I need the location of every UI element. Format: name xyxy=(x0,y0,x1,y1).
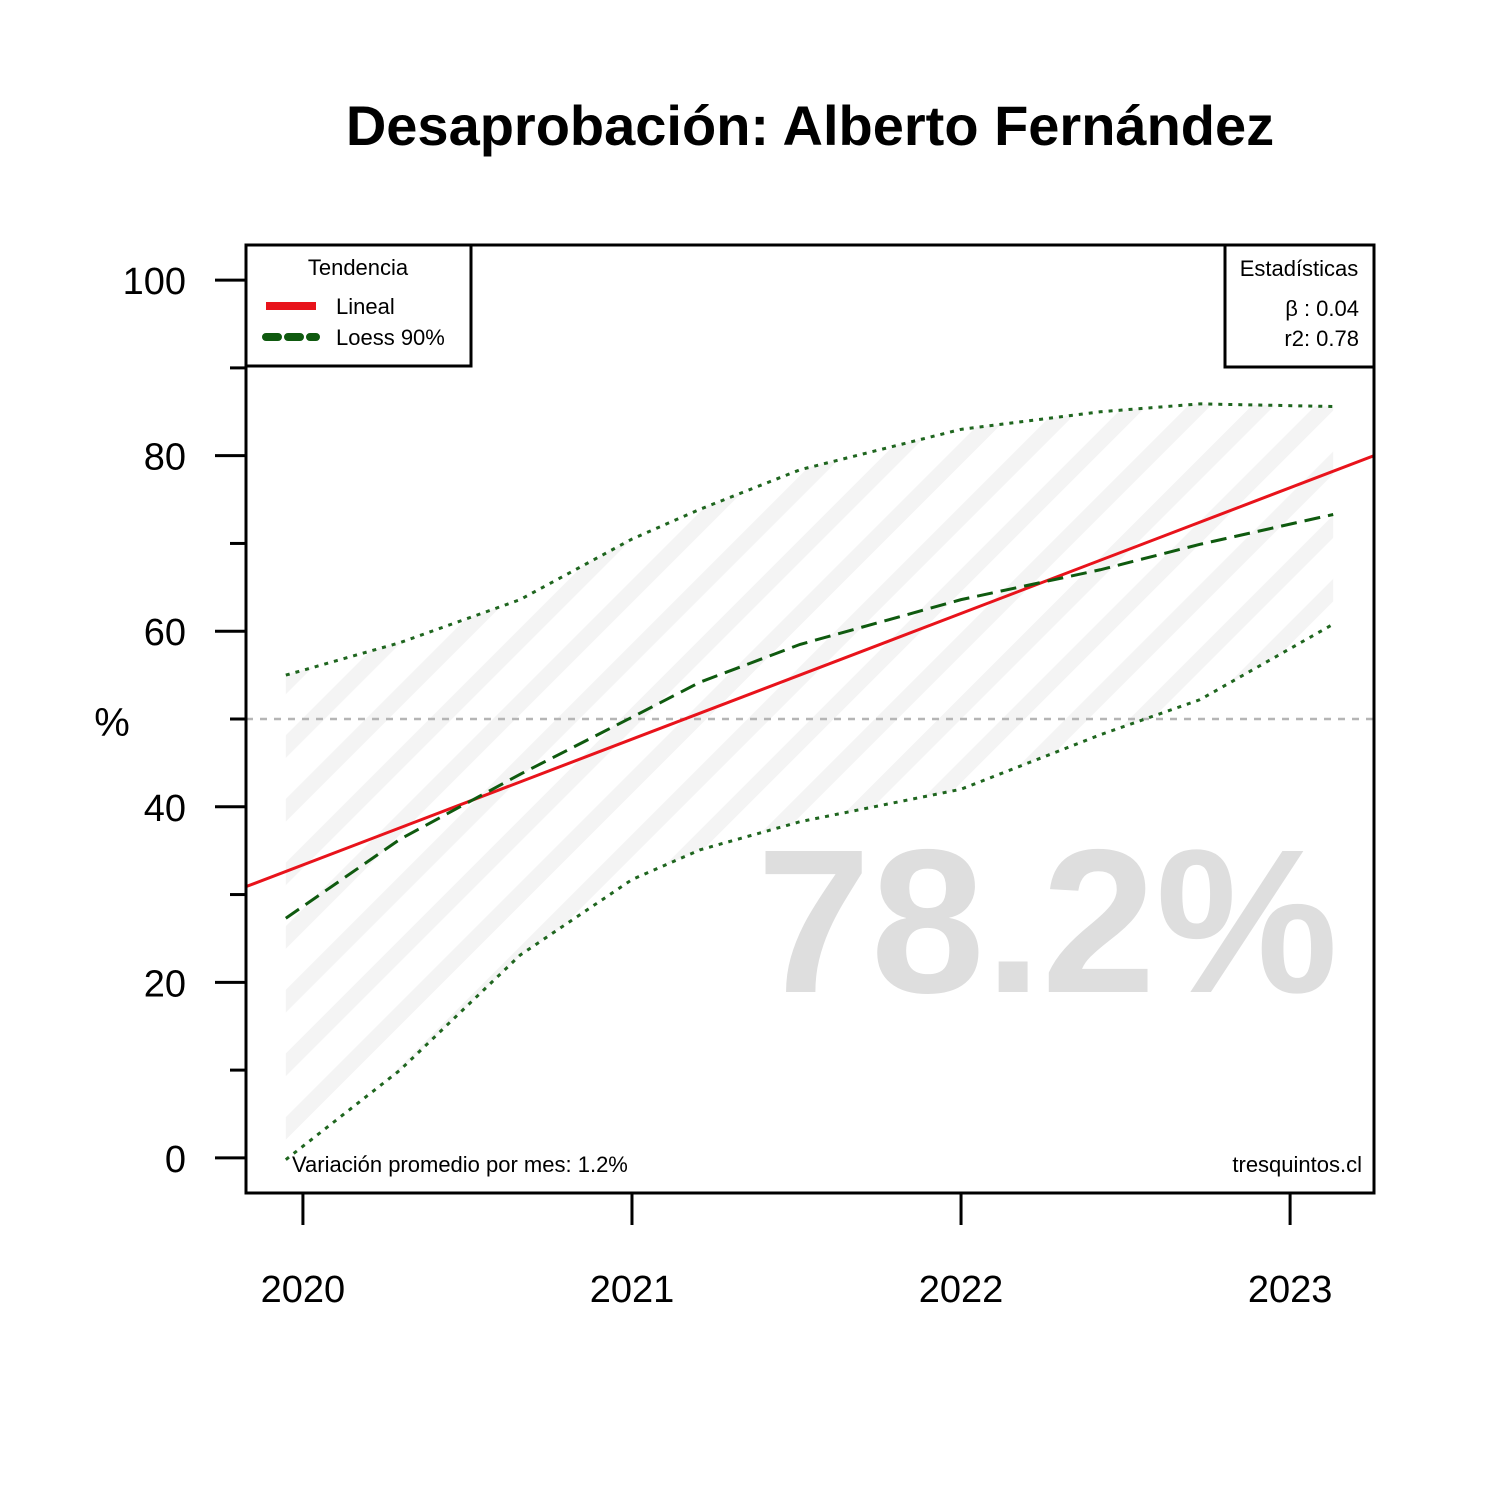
plot-area: 78.2% xyxy=(246,402,1374,1161)
legend-label: Lineal xyxy=(336,294,395,319)
series-line xyxy=(284,513,1334,920)
stats-line: r2: 0.78 xyxy=(1284,326,1359,351)
y-axis-label: % xyxy=(94,701,130,745)
series-line xyxy=(246,454,1374,889)
y-tick-label: 80 xyxy=(144,437,186,479)
band-lower xyxy=(284,622,1334,1161)
x-tick-label: 2022 xyxy=(919,1269,1004,1311)
annotation: Variación promedio por mes: 1.2% xyxy=(292,1152,628,1177)
y-tick-label: 20 xyxy=(144,963,186,1005)
band-upper xyxy=(285,402,1334,677)
confidence-band xyxy=(285,403,1334,1160)
y-tick-label: 100 xyxy=(123,261,186,303)
stats-frame xyxy=(1223,243,1376,369)
y-tick-label: 40 xyxy=(144,788,186,830)
stats-line: β : 0.04 xyxy=(1285,296,1359,321)
legend: Tendencia Lineal Loess 90% xyxy=(244,243,473,368)
annotation: tresquintos.cl xyxy=(1232,1152,1362,1177)
stats-box: Estadísticas β : 0.04 r2: 0.78 xyxy=(1223,243,1376,369)
y-tick-label: 0 xyxy=(165,1139,186,1181)
stats-title: Estadísticas xyxy=(1240,256,1359,281)
x-tick-label: 2020 xyxy=(261,1269,346,1311)
watermark: 78.2% xyxy=(757,807,1338,1036)
legend-label: Loess 90% xyxy=(336,325,445,350)
x-tick-label: 2021 xyxy=(590,1269,675,1311)
x-tick-label: 2023 xyxy=(1248,1269,1333,1311)
y-tick-label: 60 xyxy=(144,612,186,654)
legend-title: Tendencia xyxy=(308,255,409,280)
chart-title: Desaprobación: Alberto Fernández xyxy=(346,94,1274,157)
